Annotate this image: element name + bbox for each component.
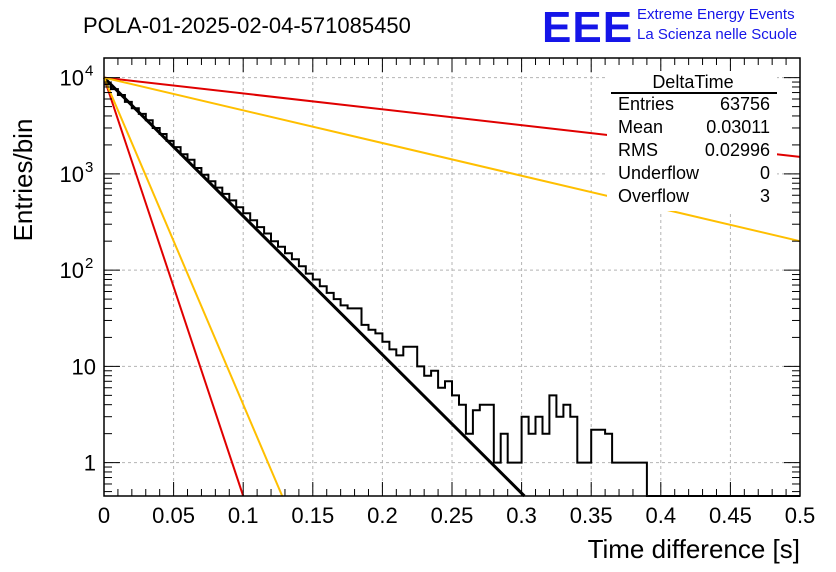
x-axis-title: Time difference [s] [588, 534, 800, 564]
y-tick-label-exponent: 3 [85, 159, 93, 176]
stats-value-rms: 0.02996 [705, 140, 770, 160]
fit-line-4 [103, 77, 245, 497]
stats-box-background [607, 71, 777, 211]
y-tick-label: 10 [60, 162, 84, 187]
x-tick-label: 0.35 [570, 503, 613, 528]
x-tick-label: 0.25 [431, 503, 474, 528]
logo-mark: EEE [542, 3, 633, 52]
y-tick-label: 1 [84, 451, 96, 476]
histogram-outline [104, 83, 800, 497]
x-tick-label: 0.1 [228, 503, 259, 528]
stats-label-entries: Entries [618, 94, 674, 114]
stats-value-overflow: 3 [760, 186, 770, 206]
y-tick-label-exponent: 2 [85, 255, 93, 272]
fit-line-5 [103, 77, 284, 497]
y-tick-label: 10 [60, 258, 84, 283]
x-tick-labels: 0 0.05 0.1 0.15 0.2 0.25 0.3 0.35 0.4 0.45 0.5 [98, 503, 815, 528]
axis-ticks [103, 58, 801, 496]
stats-label-rms: RMS [618, 140, 658, 160]
histogram [104, 83, 800, 497]
y-tick-label: 10 [60, 66, 84, 91]
stats-value-entries: 63756 [720, 94, 770, 114]
stats-value-underflow: 0 [760, 163, 770, 183]
stats-label-mean: Mean [618, 117, 663, 137]
x-tick-label: 0.2 [367, 503, 398, 528]
stats-box-title: DeltaTime [652, 72, 733, 92]
x-tick-label: 0.15 [291, 503, 334, 528]
y-tick-label: 10 [72, 354, 96, 379]
logo-line-2: La Scienza nelle Scuole [637, 26, 797, 43]
x-tick-label: 0 [98, 503, 110, 528]
stats-box: DeltaTime Entries 63756 Mean 0.03011 RMS… [607, 71, 777, 211]
y-tick-label-exponent: 4 [85, 63, 93, 80]
x-tick-label: 0.5 [785, 503, 816, 528]
logo-line-1: Extreme Energy Events [637, 6, 795, 23]
stats-label-underflow: Underflow [618, 163, 700, 183]
chart-title: POLA-01-2025-02-04-571085450 [83, 13, 411, 38]
y-axis-title: Entries/bin [8, 119, 38, 242]
stats-value-mean: 0.03011 [706, 117, 770, 137]
x-tick-label: 0.4 [646, 503, 677, 528]
x-tick-label: 0.3 [506, 503, 537, 528]
x-tick-label: 0.05 [152, 503, 195, 528]
eee-logo: EEE Extreme Energy Events La Scienza nel… [542, 3, 797, 52]
fit-line-3 [103, 76, 801, 243]
x-tick-label: 0.45 [709, 503, 752, 528]
stats-label-overflow: Overflow [618, 186, 690, 206]
